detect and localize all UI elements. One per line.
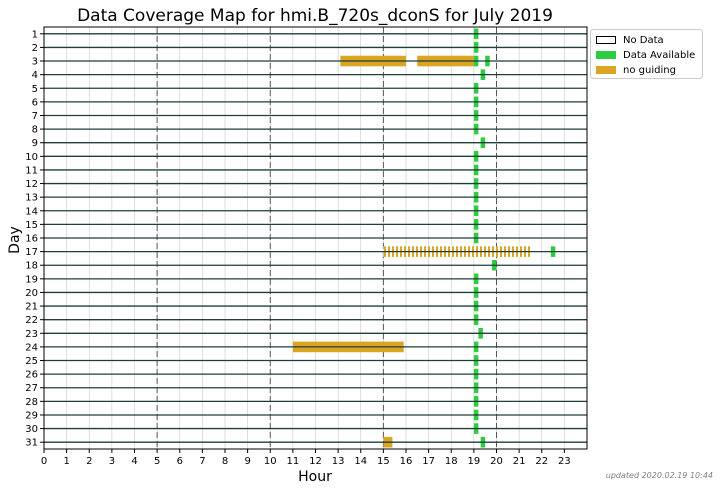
no-guiding-swatch [596, 66, 616, 74]
x-tick-label: 4 [131, 456, 137, 467]
y-tick-label: 11 [25, 165, 38, 176]
x-tick-label: 6 [177, 456, 183, 467]
y-tick-label: 12 [25, 179, 38, 190]
y-tick-label: 29 [25, 410, 38, 421]
x-tick-label: 5 [154, 456, 160, 467]
x-tick-label: 12 [309, 456, 322, 467]
y-tick-label: 10 [25, 152, 38, 163]
y-tick-label: 9 [32, 138, 38, 149]
y-tick-label: 16 [25, 234, 38, 245]
x-tick-label: 3 [109, 456, 115, 467]
y-tick-label: 25 [25, 356, 38, 367]
x-tick-label: 14 [354, 456, 367, 467]
legend-item-data-available: Data Available [596, 48, 695, 62]
y-tick-label: 8 [32, 125, 38, 136]
x-tick-label: 21 [513, 456, 526, 467]
x-tick-label: 0 [41, 456, 47, 467]
x-tick-label: 16 [400, 456, 413, 467]
legend: No Data Data Available no guiding [590, 29, 703, 79]
legend-item-no-guiding: no guiding [596, 63, 676, 77]
y-tick-label: 3 [32, 57, 38, 68]
y-tick-label: 19 [25, 274, 38, 285]
x-axis-label: Hour [298, 469, 332, 485]
y-tick-label: 31 [25, 438, 38, 449]
x-tick-label: 22 [535, 456, 548, 467]
y-tick-label: 21 [25, 302, 38, 313]
row-layer [44, 33, 587, 443]
x-tick-label: 10 [264, 456, 277, 467]
legend-item-no-data: No Data [596, 33, 664, 47]
y-tick-label: 13 [25, 193, 38, 204]
y-tick-label: 22 [25, 315, 38, 326]
y-tick-label: 2 [32, 43, 38, 54]
y-tick-label: 5 [32, 84, 38, 95]
y-tick-label: 1 [32, 29, 38, 40]
x-tick-label: 18 [445, 456, 458, 467]
x-tick-label: 15 [377, 456, 390, 467]
legend-label: no guiding [623, 64, 676, 76]
y-tick-label: 7 [32, 111, 38, 122]
y-tick-label: 4 [32, 70, 38, 81]
y-tick-label: 18 [25, 261, 38, 272]
y-tick-label: 27 [25, 383, 38, 394]
y-tick-label: 24 [25, 342, 38, 353]
data-available-swatch [596, 51, 616, 59]
y-tick-label: 30 [25, 424, 38, 435]
x-tick-label: 1 [63, 456, 69, 467]
x-tick-label: 23 [558, 456, 571, 467]
axis-layer: 1234567891011121314151617181920212223242… [25, 26, 588, 467]
y-tick-label: 6 [32, 97, 38, 108]
y-axis-label: Day [7, 226, 23, 254]
x-tick-label: 13 [332, 456, 345, 467]
x-tick-label: 7 [199, 456, 205, 467]
legend-label: No Data [623, 34, 664, 46]
y-tick-label: 20 [25, 288, 38, 299]
x-tick-label: 8 [222, 456, 228, 467]
x-tick-label: 17 [422, 456, 435, 467]
y-tick-label: 26 [25, 370, 38, 381]
y-tick-label: 23 [25, 329, 38, 340]
y-tick-label: 17 [25, 247, 38, 258]
y-tick-label: 28 [25, 397, 38, 408]
legend-label: Data Available [623, 49, 696, 61]
chart-title: Data Coverage Map for hmi.B_720s_dconS f… [77, 6, 553, 26]
x-tick-label: 11 [287, 456, 300, 467]
updated-timestamp: updated 2020.02.19 10:44 [605, 471, 713, 480]
x-tick-label: 19 [468, 456, 481, 467]
no-data-swatch [596, 36, 616, 44]
x-tick-label: 20 [490, 456, 503, 467]
y-tick-label: 15 [25, 220, 38, 231]
y-tick-label: 14 [25, 206, 38, 217]
x-tick-label: 2 [86, 456, 92, 467]
x-tick-label: 9 [244, 456, 250, 467]
